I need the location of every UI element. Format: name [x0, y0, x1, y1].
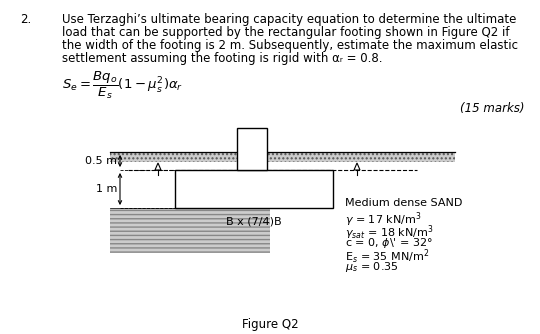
Polygon shape	[354, 163, 360, 170]
Text: $S_e = \dfrac{Bq_o}{E_s}(1 - \mu_s^2)\alpha_r$: $S_e = \dfrac{Bq_o}{E_s}(1 - \mu_s^2)\al…	[62, 70, 183, 101]
Text: 0.5 m: 0.5 m	[85, 156, 117, 166]
Polygon shape	[155, 163, 161, 170]
Text: (15 marks): (15 marks)	[461, 102, 525, 115]
Text: B x (7/4)B: B x (7/4)B	[226, 216, 282, 226]
Bar	[110, 208, 270, 253]
Bar	[110, 152, 237, 162]
Text: $\gamma_{sat}$ = 18 kN/m$^3$: $\gamma_{sat}$ = 18 kN/m$^3$	[345, 223, 434, 241]
Text: $\mu_s$ = 0.35: $\mu_s$ = 0.35	[345, 261, 399, 275]
Text: 1 m: 1 m	[96, 184, 117, 194]
Bar	[110, 208, 270, 253]
Text: Medium dense SAND: Medium dense SAND	[345, 198, 462, 208]
Bar	[267, 152, 455, 162]
Text: settlement assuming the footing is rigid with αᵣ = 0.8.: settlement assuming the footing is rigid…	[62, 52, 382, 65]
Text: E$_s$ = 35 MN/m$^2$: E$_s$ = 35 MN/m$^2$	[345, 248, 429, 267]
Bar	[110, 152, 237, 162]
Bar	[237, 128, 267, 170]
Text: c = 0, $\phi$\' = 32°: c = 0, $\phi$\' = 32°	[345, 235, 433, 249]
Bar	[267, 152, 455, 162]
Text: Use Terzaghi’s ultimate bearing capacity equation to determine the ultimate: Use Terzaghi’s ultimate bearing capacity…	[62, 13, 516, 26]
Text: Figure Q2: Figure Q2	[242, 318, 298, 331]
Text: the width of the footing is 2 m. Subsequently, estimate the maximum elastic: the width of the footing is 2 m. Subsequ…	[62, 39, 518, 52]
Bar	[175, 170, 333, 208]
Text: load that can be supported by the rectangular footing shown in Figure Q2 if: load that can be supported by the rectan…	[62, 26, 510, 39]
Text: $\gamma$ = 17 kN/m$^3$: $\gamma$ = 17 kN/m$^3$	[345, 210, 421, 229]
Text: 2.: 2.	[20, 13, 31, 26]
